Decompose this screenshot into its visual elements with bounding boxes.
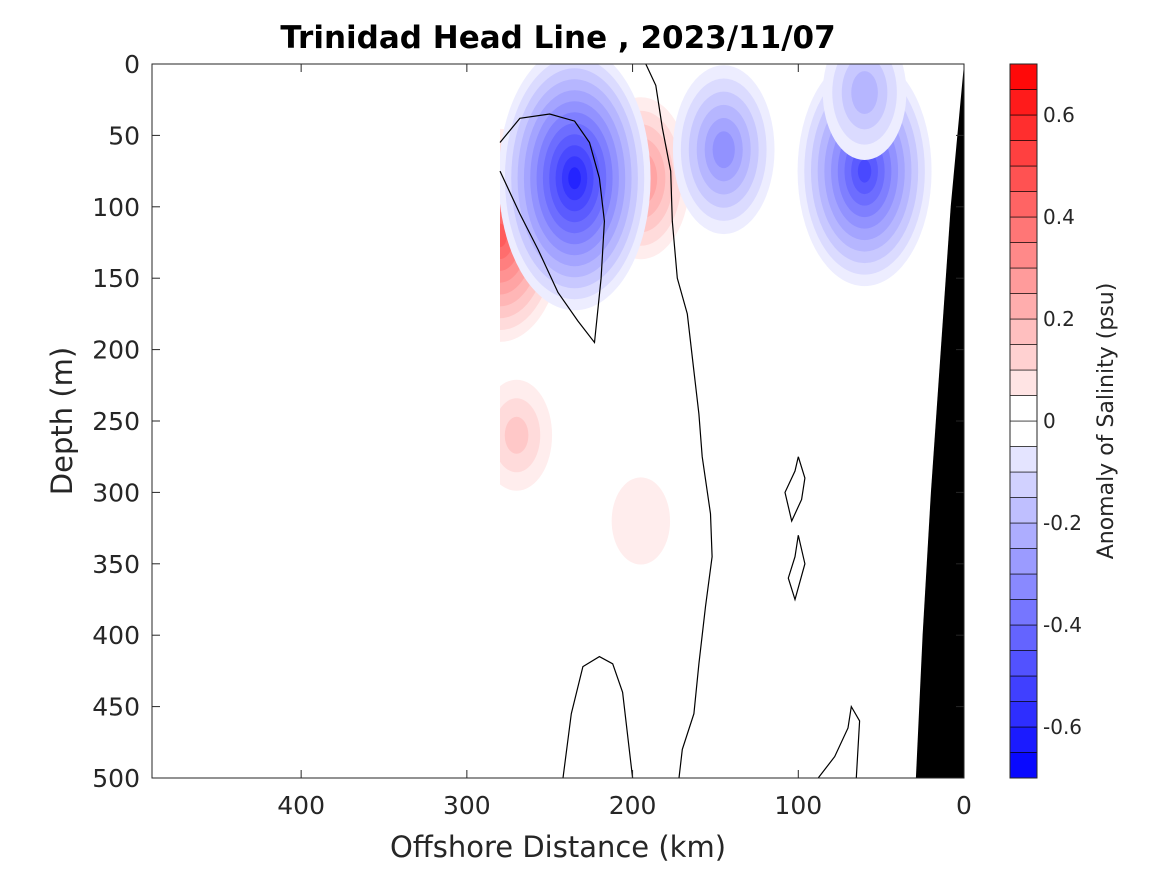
colorbar-band xyxy=(1009,446,1038,473)
y-tick-label: 250 xyxy=(92,407,140,436)
colorbar-band xyxy=(1009,293,1038,320)
x-axis-label: Offshore Distance (km) xyxy=(390,830,726,864)
colorbar-band xyxy=(1009,497,1038,524)
anomaly-band xyxy=(568,167,581,190)
colorbar-band xyxy=(1009,548,1038,575)
colorbar-band xyxy=(1009,420,1038,447)
zero-contour-line xyxy=(817,704,861,778)
colorbar-band xyxy=(1009,267,1038,294)
colorbar-band xyxy=(1009,726,1038,753)
anomaly-band xyxy=(504,416,529,454)
x-tick-label: 300 xyxy=(443,791,491,820)
y-tick-label: 50 xyxy=(108,121,140,150)
y-axis: 0 50 100 150 200 250 300 350 400 450 500 xyxy=(92,50,964,793)
y-tick-label: 450 xyxy=(92,693,140,722)
zero-contour-line xyxy=(499,113,606,345)
colorbar-band xyxy=(1009,63,1038,90)
colorbar-band xyxy=(1009,599,1038,626)
zero-contour xyxy=(499,64,861,778)
colorbar-band xyxy=(1009,191,1038,218)
colorbar-band xyxy=(1009,114,1038,141)
y-tick-label: 150 xyxy=(92,264,140,293)
x-axis: 400 300 200 100 0 xyxy=(277,64,972,820)
colorbar-band xyxy=(1009,344,1038,371)
colorbar-tick-label: 0.2 xyxy=(1043,307,1075,331)
zero-contour-line xyxy=(562,655,634,778)
colorbar-tick-label: -0.2 xyxy=(1043,511,1082,535)
zero-contour-line xyxy=(787,535,806,602)
bathymetry xyxy=(915,64,964,778)
y-tick-label: 350 xyxy=(92,550,140,579)
colorbar-band xyxy=(1009,216,1038,243)
zero-contour-line xyxy=(645,64,713,778)
colorbar-band xyxy=(1009,752,1038,779)
colorbar-band xyxy=(1009,395,1038,422)
colorbar: -0.6 -0.4 -0.2 0 0.2 0.4 0.6 xyxy=(1009,63,1082,779)
colorbar-tick-label: -0.6 xyxy=(1043,715,1082,739)
colorbar-band xyxy=(1009,701,1038,728)
colorbar-band xyxy=(1009,624,1038,651)
anomaly-band xyxy=(857,159,872,183)
y-tick-label: 100 xyxy=(92,193,140,222)
chart-title: Trinidad Head Line , 2023/11/07 xyxy=(280,20,835,56)
colorbar-band xyxy=(1009,573,1038,600)
colorbar-band xyxy=(1009,650,1038,677)
zero-contour-line xyxy=(784,456,806,523)
colorbar-band xyxy=(1009,242,1038,269)
colorbar-band xyxy=(1009,675,1038,702)
colorbar-tick-label: 0.4 xyxy=(1043,205,1075,229)
colorbar-band xyxy=(1009,522,1038,549)
anomaly-band xyxy=(851,71,878,115)
anomaly-band xyxy=(712,131,735,169)
colorbar-label: Anomaly of Salinity (psu) xyxy=(1094,283,1119,560)
colorbar-tick-label: 0.6 xyxy=(1043,103,1075,127)
colorbar-band xyxy=(1009,165,1038,192)
plot-area xyxy=(151,63,965,779)
colorbar-band xyxy=(1009,89,1038,116)
x-tick-label: 100 xyxy=(774,791,822,820)
y-tick-label: 0 xyxy=(124,50,140,79)
colorbar-frame xyxy=(1009,63,1038,779)
colorbar-tick-label: -0.4 xyxy=(1043,613,1082,637)
anomaly-band xyxy=(611,477,671,565)
colorbar-band xyxy=(1009,369,1038,396)
y-tick-label: 400 xyxy=(92,621,140,650)
colorbar-band xyxy=(1009,318,1038,345)
x-tick-label: 200 xyxy=(609,791,657,820)
x-tick-label: 400 xyxy=(277,791,325,820)
y-tick-label: 300 xyxy=(92,478,140,507)
x-tick-label: 0 xyxy=(956,791,972,820)
y-axis-label: Depth (m) xyxy=(45,347,79,495)
colorbar-band xyxy=(1009,471,1038,498)
colorbar-band xyxy=(1009,140,1038,167)
anomaly-field xyxy=(500,64,932,565)
colorbar-tick-label: 0 xyxy=(1043,409,1056,433)
y-tick-label: 500 xyxy=(92,764,140,793)
y-tick-label: 200 xyxy=(92,336,140,365)
